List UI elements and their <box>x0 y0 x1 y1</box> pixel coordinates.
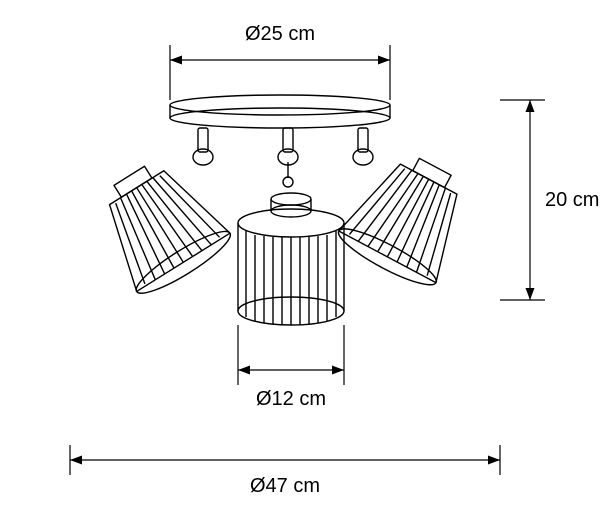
dimension-label-mid: Ø12 cm <box>256 388 326 410</box>
dimension-diagram: Ø25 cm 20 cm Ø12 cm Ø47 cm <box>0 0 600 513</box>
dimension-label-right: 20 cm <box>545 189 599 211</box>
dimension-label-bottom: Ø47 cm <box>250 475 320 497</box>
dimension-label-top: Ø25 cm <box>245 23 315 45</box>
lamp-drawing <box>83 95 484 325</box>
dimension-lines <box>70 45 545 475</box>
